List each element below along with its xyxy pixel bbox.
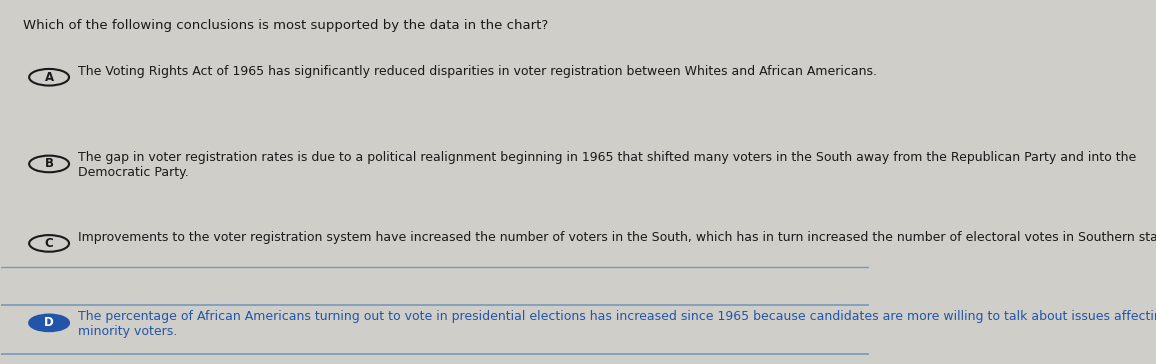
- Text: B: B: [45, 158, 53, 170]
- Text: C: C: [45, 237, 53, 250]
- Text: Which of the following conclusions is most supported by the data in the chart?: Which of the following conclusions is mo…: [23, 19, 548, 32]
- Circle shape: [29, 69, 69, 86]
- Circle shape: [29, 314, 69, 331]
- Text: The Voting Rights Act of 1965 has significantly reduced disparities in voter reg: The Voting Rights Act of 1965 has signif…: [77, 64, 876, 78]
- Text: D: D: [44, 316, 54, 329]
- Text: Improvements to the voter registration system have increased the number of voter: Improvements to the voter registration s…: [77, 231, 1156, 244]
- Circle shape: [29, 156, 69, 172]
- Text: The percentage of African Americans turning out to vote in presidential election: The percentage of African Americans turn…: [77, 310, 1156, 338]
- Text: The gap in voter registration rates is due to a political realignment beginning : The gap in voter registration rates is d…: [77, 151, 1136, 179]
- Circle shape: [29, 235, 69, 252]
- Text: A: A: [45, 71, 53, 84]
